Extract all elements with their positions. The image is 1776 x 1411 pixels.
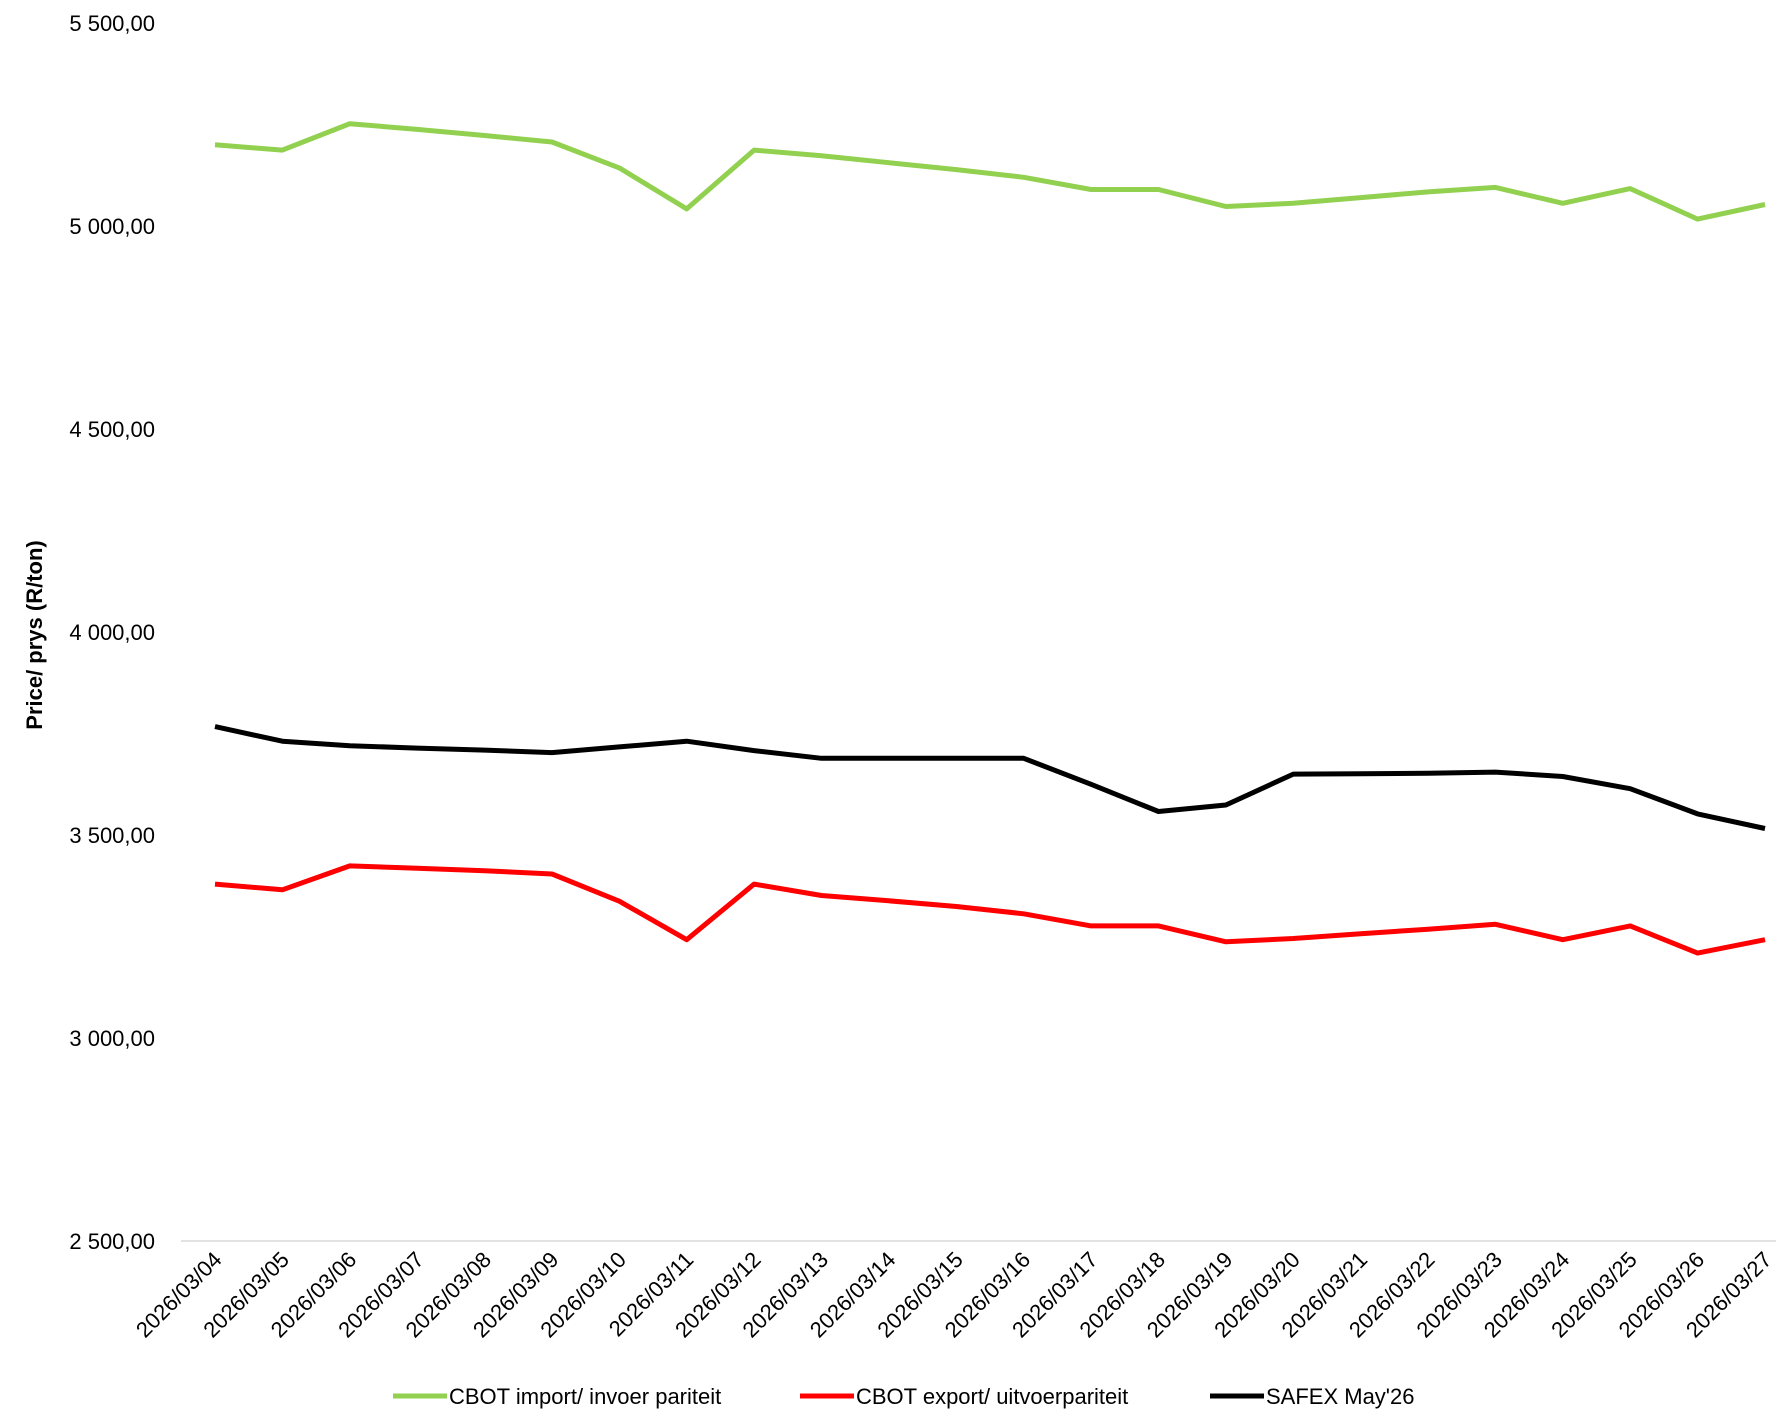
legend-label: CBOT import/ invoer pariteit — [449, 1384, 721, 1409]
y-tick-label: 2 500,00 — [69, 1229, 155, 1254]
y-tick-label: 5 500,00 — [69, 11, 155, 36]
series-line — [214, 121, 1766, 222]
y-tick-label: 4 500,00 — [69, 417, 155, 442]
series-line — [214, 863, 1766, 956]
y-tick-label: 4 000,00 — [69, 620, 155, 645]
y-tick-label: 3 500,00 — [69, 823, 155, 848]
legend-label: SAFEX May'26 — [1266, 1384, 1414, 1409]
series-line — [214, 724, 1766, 831]
y-tick-label: 3 000,00 — [69, 1026, 155, 1051]
legend-label: CBOT export/ uitvoerpariteit — [856, 1384, 1128, 1409]
y-axis-title: Price/ prys (R/ton) — [22, 540, 47, 729]
y-tick-label: 5 000,00 — [69, 214, 155, 239]
